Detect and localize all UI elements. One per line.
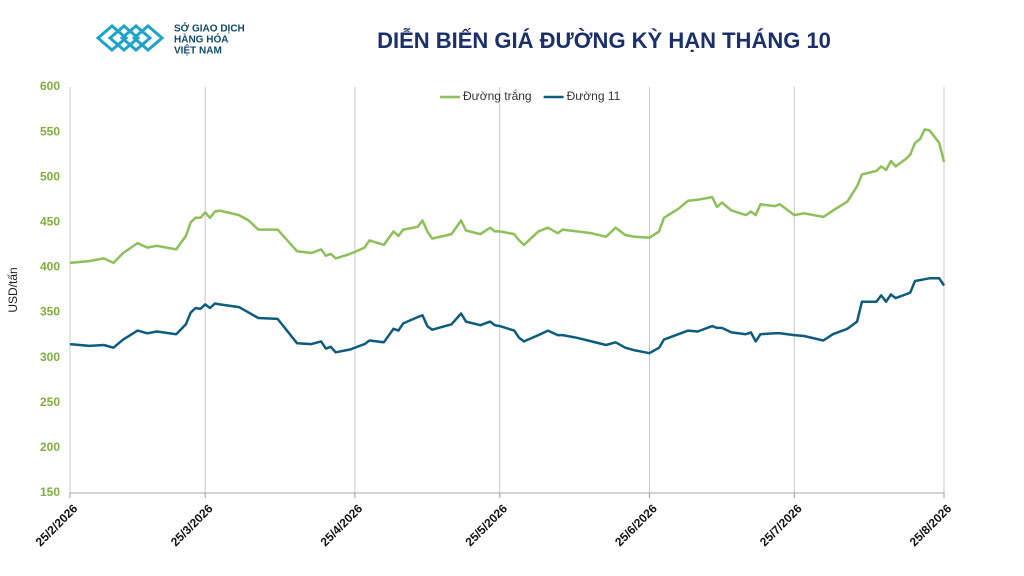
x-tick-label: 25/6/2026 [612,501,660,549]
x-tick-label: 25/4/2026 [318,501,366,549]
y-tick-label: 500 [40,169,60,183]
logo-text: VIỆT NAM [174,44,222,57]
y-tick-label: 150 [40,485,60,499]
logo: SỞ GIAO DỊCH HÀNG HÓA VIỆT NAM [95,22,245,57]
y-tick-label: 550 [40,124,60,138]
logo-text: HÀNG HÓA [174,33,228,46]
y-tick-label: 300 [40,350,60,364]
y-tick-label: 450 [40,215,60,229]
legend-label: Đường 11 [567,89,621,103]
y-tick-label: 200 [40,440,60,454]
x-tick-label: 25/2/2026 [33,501,81,549]
x-tick-label: 25/7/2026 [757,501,805,549]
y-tick-label: 600 [40,79,60,93]
x-tick-label: 25/5/2026 [462,501,510,549]
series-line [69,277,946,355]
y-tick-label: 250 [40,395,60,409]
y-axis-label: USD/tấn [6,267,20,312]
x-tick-label: 25/3/2026 [168,501,216,549]
logo-text: SỞ GIAO DỊCH [174,22,245,35]
logo-icon [95,24,165,52]
legend-label: Đường trắng [463,88,532,103]
y-tick-label: 350 [40,305,60,319]
chart-title: DIỄN BIẾN GIÁ ĐƯỜNG KỲ HẠN THÁNG 10 [377,27,831,53]
series-line [69,128,946,265]
x-tick-label: 25/8/2026 [907,501,955,549]
y-tick-label: 400 [40,260,60,274]
